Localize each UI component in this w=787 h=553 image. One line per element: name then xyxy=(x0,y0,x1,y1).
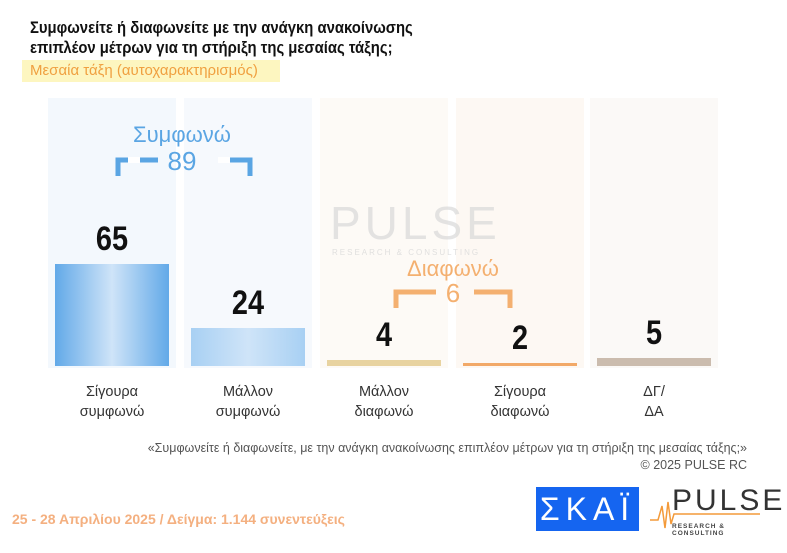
bar xyxy=(191,328,305,366)
category-label-line: Σίγουρα xyxy=(85,384,139,400)
column-bg xyxy=(456,98,584,368)
category-label: ΔΓ/ΔΑ xyxy=(590,382,718,422)
category-label: Μάλλον διαφωνώ xyxy=(320,382,448,422)
category-label-line: διαφωνώ xyxy=(490,404,550,420)
title-line-2: επιπλέον μέτρων για τη στήριξη της μεσαί… xyxy=(30,39,393,57)
data-label: 5 xyxy=(645,314,663,353)
category-label-line: Μάλλον xyxy=(358,384,410,400)
column-bg xyxy=(590,98,718,368)
title-line-1: Συμφωνείτε ή διαφωνείτε με την ανάγκη αν… xyxy=(30,19,413,37)
category-label-line: συμφωνώ xyxy=(215,404,281,420)
watermark-logo: PULSE xyxy=(330,197,501,249)
data-label: 24 xyxy=(231,284,265,323)
column-bg xyxy=(320,98,448,368)
category-label: Μάλλον συμφωνώ xyxy=(184,382,312,422)
bar xyxy=(597,358,711,366)
group-total-agree: 89 xyxy=(167,146,197,176)
group-total-disagree: 6 xyxy=(445,278,461,308)
chart-subtitle: Μεσαία τάξη (αυτοχαρακτηρισμός) xyxy=(22,60,280,82)
category-label: Σίγουρα διαφωνώ xyxy=(456,382,584,422)
data-label: 4 xyxy=(375,315,393,354)
category-label-line: Μάλλον xyxy=(222,384,274,400)
question-note: «Συμφωνείτε ή διαφωνείτε, με την ανάγκη … xyxy=(148,440,747,474)
category-label-line: ΔΓ/ xyxy=(643,384,665,400)
category-label-line: διαφωνώ xyxy=(354,404,414,420)
column-bg xyxy=(184,98,312,368)
footer-sample-info: 25 - 28 Απριλίου 2025 / Δείγμα: 1.144 συ… xyxy=(12,511,345,527)
question-text: «Συμφωνείτε ή διαφωνείτε, με την ανάγκη … xyxy=(147,441,747,455)
group-bracket-disagree xyxy=(393,289,513,308)
category-label-line: ΔΑ xyxy=(644,404,664,420)
group-label-disagree: Διαφωνώ xyxy=(407,256,499,281)
data-label: 65 xyxy=(95,219,129,258)
pulse-logo: PULSE RESEARCH & CONSULTING xyxy=(648,484,782,537)
category-label: Σίγουρα συμφωνώ xyxy=(48,382,176,422)
group-bracket-agree xyxy=(115,157,253,176)
bar xyxy=(463,362,577,366)
category-label-line: συμφωνώ xyxy=(79,404,145,420)
pulse-logo-subtext: RESEARCH & CONSULTING xyxy=(672,523,725,537)
bar xyxy=(327,359,441,366)
data-label: 2 xyxy=(511,318,529,357)
bar xyxy=(55,263,169,366)
skai-logo: ΣΚΑΪ xyxy=(536,487,639,531)
category-label-line: Σίγουρα xyxy=(493,384,547,400)
copyright-text: © 2025 PULSE RC xyxy=(640,458,747,472)
chart-title: Συμφωνείτε ή διαφωνείτε με την ανάγκη αν… xyxy=(30,18,413,58)
pulse-logo-text: PULSE xyxy=(672,484,786,517)
watermark-subtext: RESEARCH & CONSULTING xyxy=(332,248,481,257)
group-label-agree: Συμφωνώ xyxy=(133,122,231,147)
